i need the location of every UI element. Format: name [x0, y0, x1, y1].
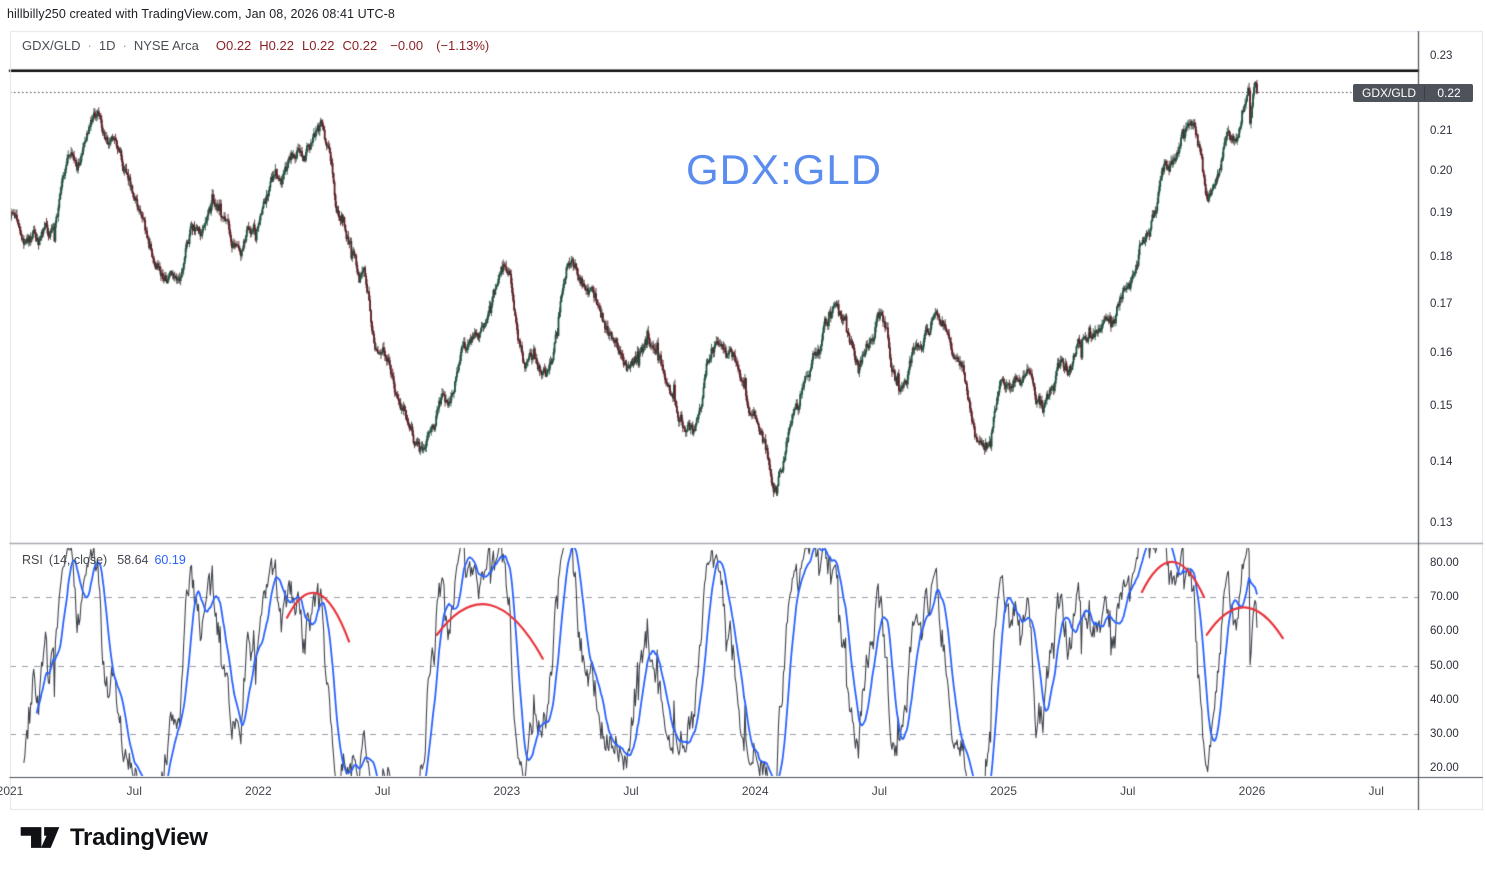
- ohlc-values: O0.22 H0.22 L0.22 C0.22: [208, 38, 377, 53]
- time-axis-label: Jul: [623, 784, 639, 798]
- time-axis-label: Jul: [126, 784, 142, 798]
- price-axis-label: 0.16: [1430, 347, 1453, 360]
- last-price-badge: GDX/GLD 0.22: [1353, 84, 1474, 102]
- time-axis-label: Jul: [1120, 784, 1136, 798]
- chart-legend: GDX/GLD · 1D · NYSE Arca O0.22 H0.22 L0.22…: [22, 38, 489, 53]
- separator-dot: ·: [122, 38, 127, 53]
- price-axis-label: 0.14: [1430, 456, 1453, 469]
- rsi-title[interactable]: RSI: [22, 553, 43, 567]
- price-axis-label: 0.23: [1430, 50, 1453, 63]
- price-axis-label: 0.13: [1430, 517, 1453, 529]
- ohlc-item: H0.22: [259, 38, 294, 53]
- time-axis-label: 2025: [990, 784, 1017, 798]
- tradingview-logo-text: TradingView: [70, 823, 208, 851]
- rsi-axis-label: 50.00: [1430, 659, 1459, 672]
- last-price-badge-value: 0.22: [1424, 86, 1473, 100]
- rsi-axis-label: 20.00: [1430, 762, 1459, 774]
- price-axis-label: 0.20: [1430, 164, 1453, 177]
- time-axis-label: 2022: [245, 784, 272, 798]
- price-axis-label: 0.18: [1430, 250, 1453, 263]
- ohlc-item: C0.22: [342, 38, 378, 53]
- rsi-axis-label: 30.00: [1430, 727, 1459, 740]
- price-axis-label: 0.19: [1430, 206, 1453, 219]
- rsi-axis-label: 60.00: [1430, 625, 1459, 638]
- ohlc-item: O0.22: [215, 38, 252, 53]
- tradingview-logo[interactable]: TradingView: [20, 822, 208, 853]
- separator-dot: ·: [87, 38, 92, 53]
- rsi-ma-value: 60.19: [154, 553, 186, 567]
- time-axis-label: Jul: [871, 784, 888, 798]
- attribution-text: hillbilly250 created with TradingView.co…: [7, 7, 395, 21]
- last-price-badge-symbol: GDX/GLD: [1362, 86, 1417, 100]
- time-axis-label: Jul: [1368, 784, 1384, 798]
- rsi-axis-label: 70.00: [1430, 591, 1459, 604]
- tradingview-logo-icon: [20, 827, 60, 848]
- symbol-title[interactable]: GDX/GLD: [22, 38, 81, 53]
- time-axis-label: 2026: [1238, 784, 1266, 798]
- rsi-indicator-legend: RSI (14, close) 58.64 60.19: [22, 553, 186, 567]
- rsi-params: (14, close): [48, 553, 108, 567]
- rsi-axis-label: 80.00: [1430, 557, 1459, 569]
- rsi-value: 58.64: [117, 553, 149, 567]
- exchange-label: NYSE Arca: [133, 38, 199, 53]
- rsi-axis-label: 40.00: [1430, 693, 1459, 706]
- price-axis-label: 0.21: [1430, 124, 1453, 137]
- time-axis-label: 2023: [493, 784, 521, 798]
- time-axis-label: Jul: [374, 784, 391, 798]
- price-axis-label: 0.15: [1430, 399, 1453, 412]
- time-axis-label: 2024: [741, 784, 769, 798]
- change-percent: (−1.13%): [436, 38, 490, 53]
- price-axis-label: 0.17: [1430, 297, 1453, 310]
- change-value: −0.00: [390, 38, 424, 53]
- time-axis-label: 2021: [0, 784, 24, 798]
- interval-label[interactable]: 1D: [98, 38, 116, 53]
- ohlc-item: L0.22: [301, 38, 335, 53]
